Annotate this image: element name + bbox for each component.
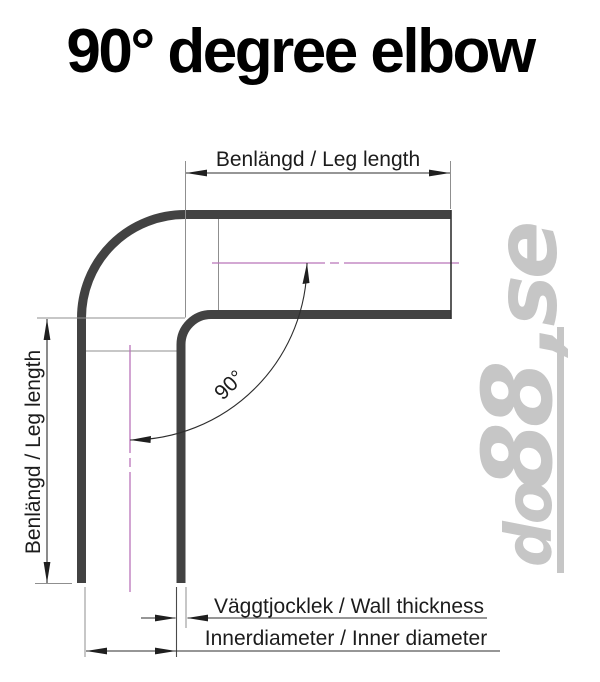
arrowhead-up — [43, 319, 51, 340]
angle-arc — [129, 262, 308, 441]
arrowhead-left — [86, 647, 107, 655]
watermark-prefix: do — [493, 482, 567, 567]
dimension-top-leg-length: Benlängd / Leg length — [185, 148, 451, 318]
arrowhead-down — [43, 562, 51, 583]
page-title: 90° degree elbow — [66, 17, 536, 86]
arrowhead-right — [429, 169, 450, 177]
dimension-inner-diameter: Innerdiameter / Inner diameter — [84, 587, 500, 657]
arrowhead-left — [187, 614, 208, 622]
arrowhead-right — [155, 647, 176, 655]
pipe-outer-outline — [77, 210, 451, 583]
pipe-inner-outline — [176, 310, 451, 583]
arrowhead-right — [155, 614, 176, 622]
dim-left-label: Benlängd / Leg length — [22, 350, 45, 554]
inner-diameter-label: Innerdiameter / Inner diameter — [205, 627, 487, 650]
pipe-body — [77, 210, 452, 583]
wall-thickness-label: Väggtjocklek / Wall thickness — [214, 595, 484, 618]
arrowhead-left — [186, 169, 207, 177]
angle-dimension: 90° — [129, 262, 310, 443]
arrowhead-up — [302, 263, 310, 284]
dimension-wall-thickness: Väggtjocklek / Wall thickness — [141, 587, 487, 657]
arrowhead-left — [130, 436, 151, 443]
dim-top-label: Benlängd / Leg length — [216, 148, 420, 171]
dimension-left-leg-length: Benlängd / Leg length — [22, 317, 185, 584]
watermark-logo: do 88 ,se — [462, 223, 577, 573]
watermark-underline — [557, 327, 564, 573]
watermark-number: 88 — [462, 363, 574, 489]
